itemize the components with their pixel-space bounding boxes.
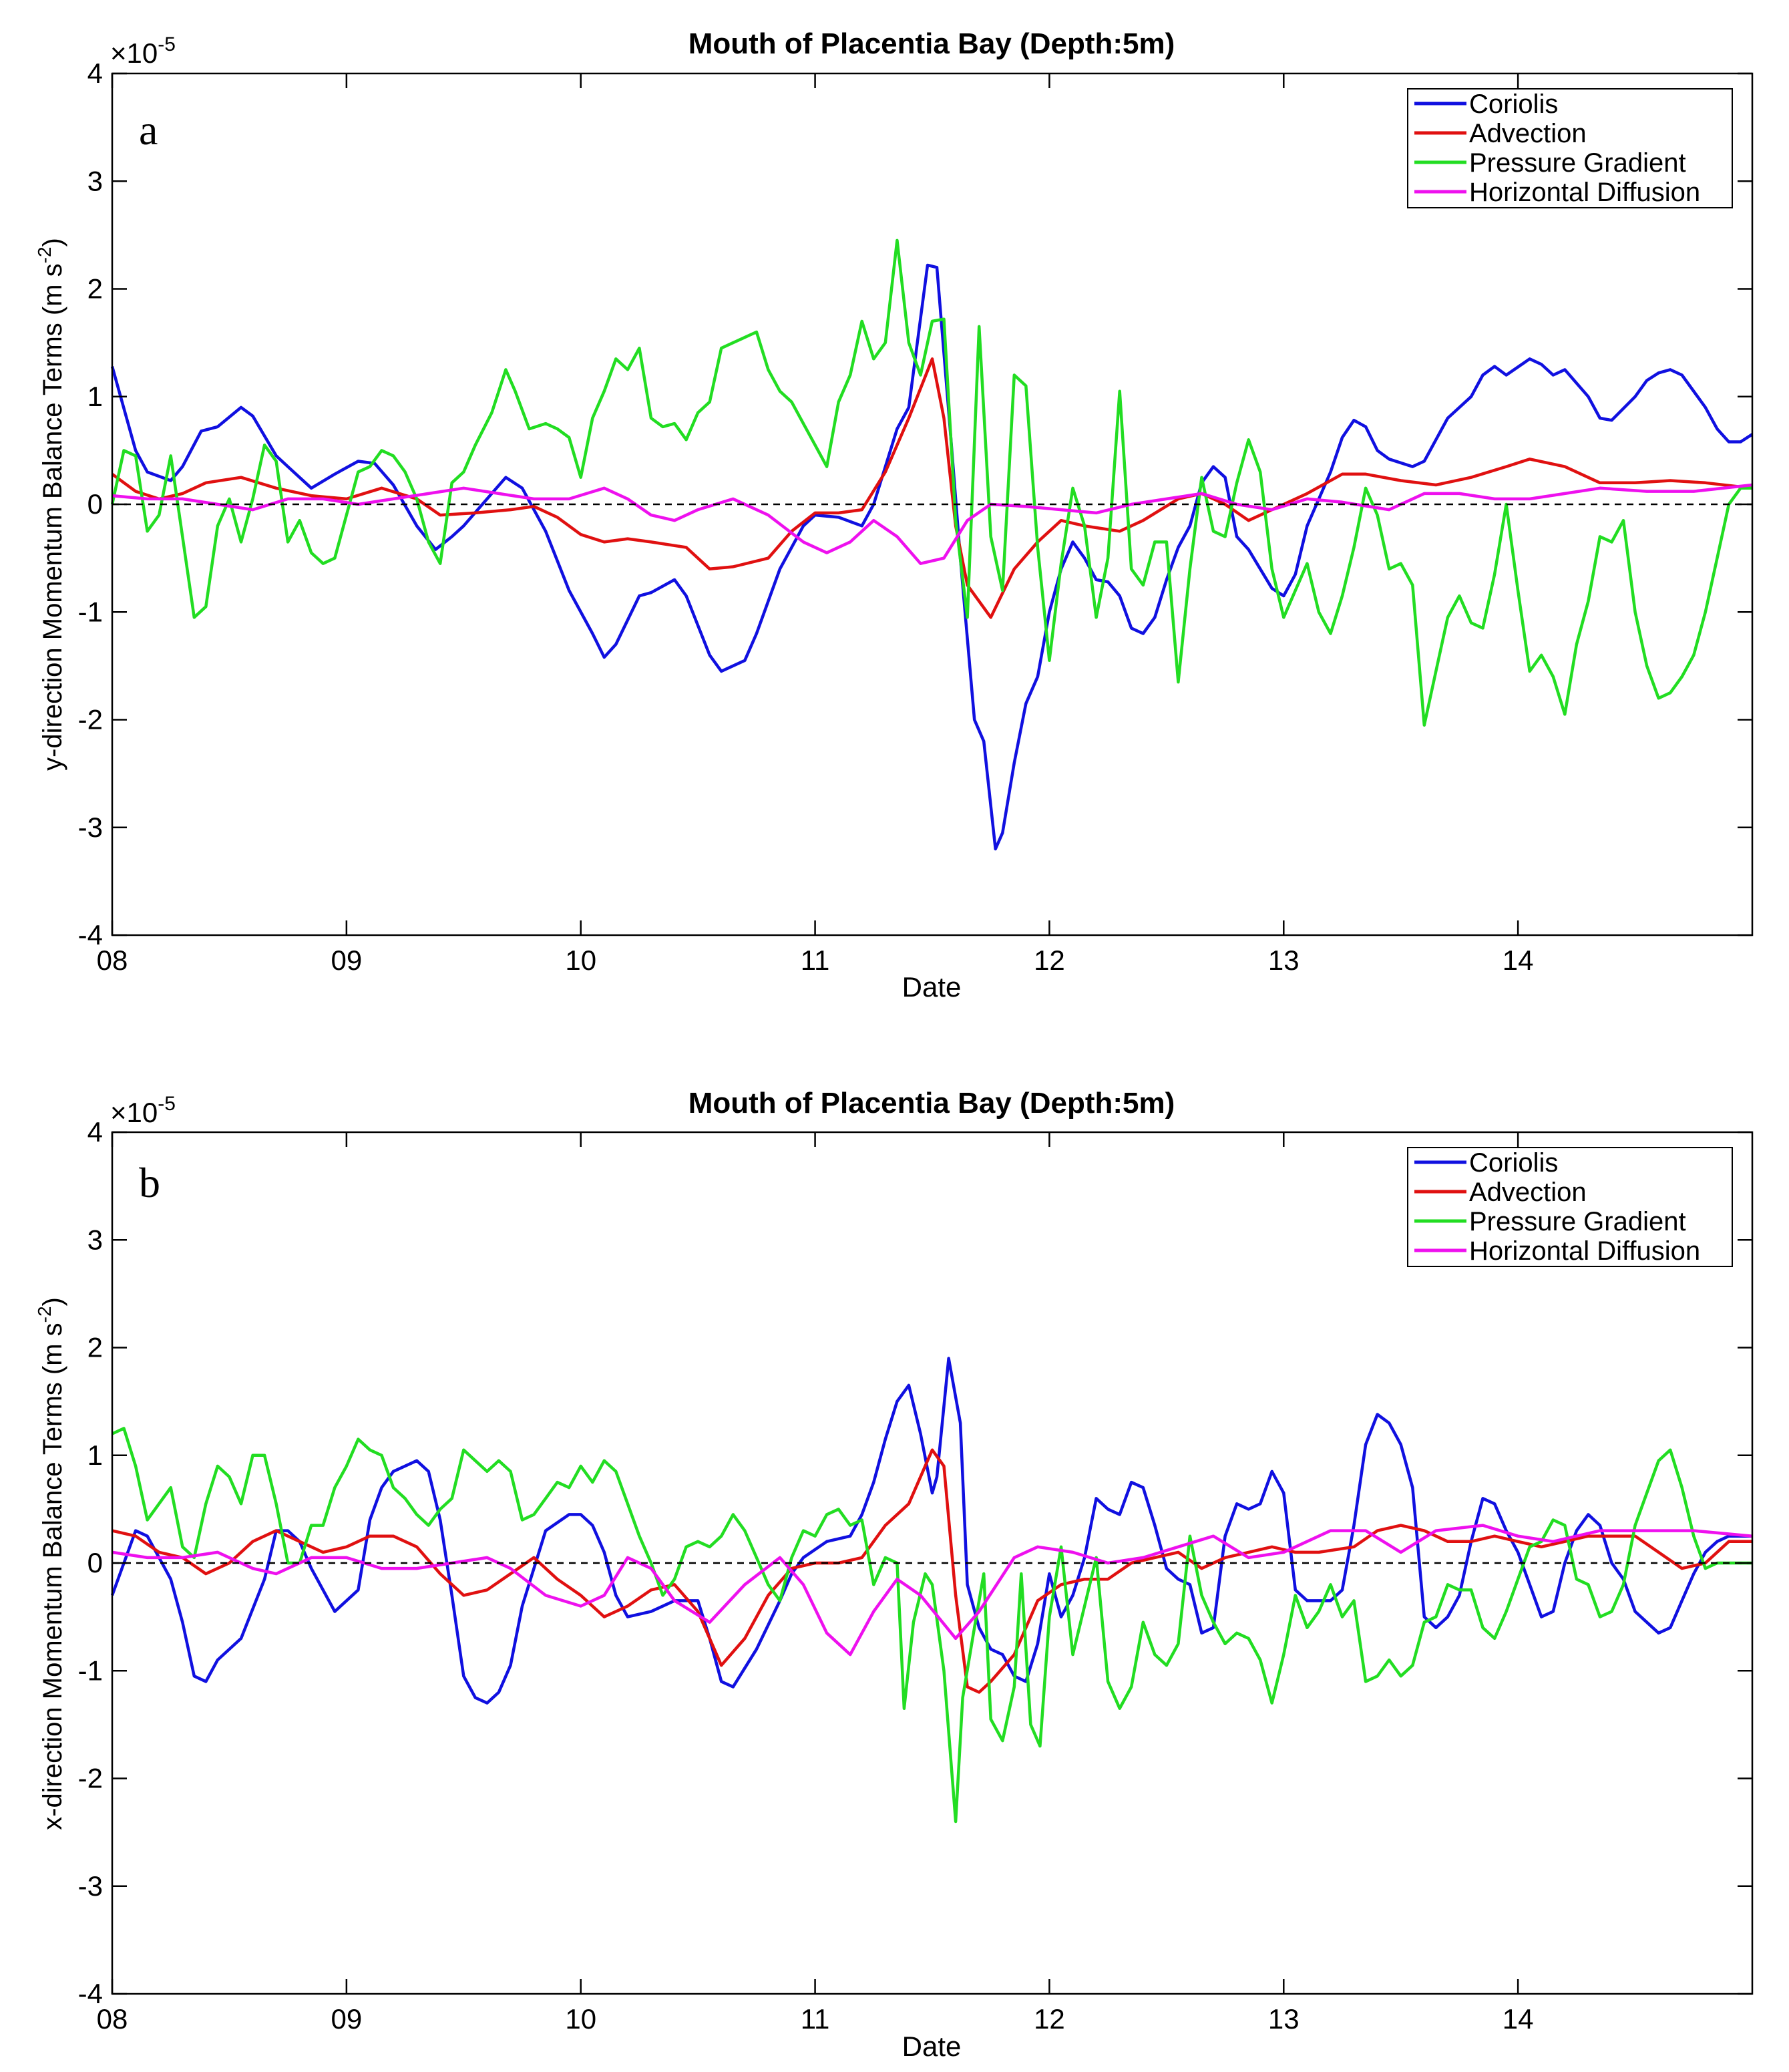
series-line-coriolis (110, 1357, 1752, 1705)
panel-b-x-axis-label: Date (902, 2031, 962, 2062)
y-tick-label: -2 (78, 1763, 103, 1794)
series-line-pressure-gradient (112, 1427, 1752, 1824)
y-tick-label: 1 (87, 381, 103, 412)
series-line-horizontal-diffusion (112, 483, 1753, 565)
x-tick-label: 12 (1034, 944, 1065, 976)
x-tick-label: 14 (1503, 2003, 1534, 2035)
legend-label-pressure-gradient: Pressure Gradient (1469, 148, 1686, 178)
y-tick-label: 3 (87, 165, 103, 196)
y-tick-label: 0 (87, 488, 103, 520)
panel-a-y-axis-label: y-direction Momentum Balance Terms (m s-… (34, 238, 67, 771)
legend-label-coriolis: Coriolis (1469, 1148, 1558, 1178)
legend-label-horizontal-diffusion: Horizontal Diffusion (1469, 1236, 1700, 1266)
y-tick-label: -3 (78, 812, 103, 843)
y-tick-label: -2 (78, 704, 103, 735)
panel-a-x-axis-label: Date (902, 971, 962, 1003)
panel-b-title: Mouth of Placentia Bay (Depth:5m) (688, 1087, 1175, 1119)
panel-b-letter: b (139, 1159, 160, 1206)
y-tick-label: -3 (78, 1870, 103, 1902)
legend-label-advection: Advection (1469, 1178, 1587, 1207)
panel-b-y-exponent: ×10-5 (110, 1093, 176, 1128)
y-tick-label: 1 (87, 1439, 103, 1471)
series-line-advection (112, 1448, 1752, 1694)
y-tick-label: 2 (87, 1332, 103, 1363)
y-tick-label: 4 (87, 57, 103, 89)
series-line-coriolis (110, 263, 1754, 851)
series-line-horizontal-diffusion (112, 1524, 1753, 1657)
x-tick-label: 08 (97, 944, 128, 976)
y-tick-label: -4 (78, 1978, 103, 2009)
series-line-pressure-gradient (110, 238, 1752, 727)
x-tick-label: 10 (565, 2003, 596, 2035)
x-tick-label: 14 (1503, 944, 1534, 976)
legend-label-advection: Advection (1469, 119, 1587, 148)
x-tick-label: 11 (801, 944, 830, 976)
legend-label-pressure-gradient: Pressure Gradient (1469, 1207, 1686, 1236)
x-tick-label: 09 (331, 944, 362, 976)
y-tick-label: -1 (78, 1655, 103, 1686)
x-tick-label: 13 (1268, 2003, 1300, 2035)
x-tick-label: 10 (565, 944, 596, 976)
panel-b-legend: Coriolis Advection Pressure Gradient Hor… (1407, 1147, 1733, 1267)
x-tick-label: 13 (1268, 944, 1300, 976)
panel-a-y-exponent: ×10-5 (110, 33, 176, 69)
y-tick-label: 3 (87, 1224, 103, 1255)
x-tick-label: 11 (801, 2003, 830, 2035)
panel-a: Mouth of Placentia Bay (Depth:5m) ×10-5 … (34, 27, 1754, 1003)
x-tick-label: 09 (331, 2003, 362, 2035)
panel-b: Mouth of Placentia Bay (Depth:5m) ×10-5 … (34, 1087, 1754, 2062)
panel-a-legend-box (1407, 88, 1733, 208)
y-tick-label: 0 (87, 1547, 103, 1578)
panel-a-legend: Coriolis Advection Pressure Gradient Hor… (1407, 88, 1733, 208)
x-tick-label: 12 (1034, 2003, 1065, 2035)
legend-label-horizontal-diffusion: Horizontal Diffusion (1469, 178, 1700, 207)
panel-a-title: Mouth of Placentia Bay (Depth:5m) (688, 27, 1175, 60)
panel-b-y-axis-label: x-direction Momentum Balance Terms (m s-… (34, 1297, 67, 1830)
y-tick-label: -1 (78, 596, 103, 627)
y-tick-label: -4 (78, 919, 103, 951)
y-tick-label: 2 (87, 273, 103, 305)
y-tick-label: 4 (87, 1116, 103, 1148)
panel-a-letter: a (139, 106, 158, 154)
x-tick-label: 08 (97, 2003, 128, 2035)
panel-b-legend-box (1407, 1147, 1733, 1267)
legend-label-coriolis: Coriolis (1469, 90, 1558, 119)
